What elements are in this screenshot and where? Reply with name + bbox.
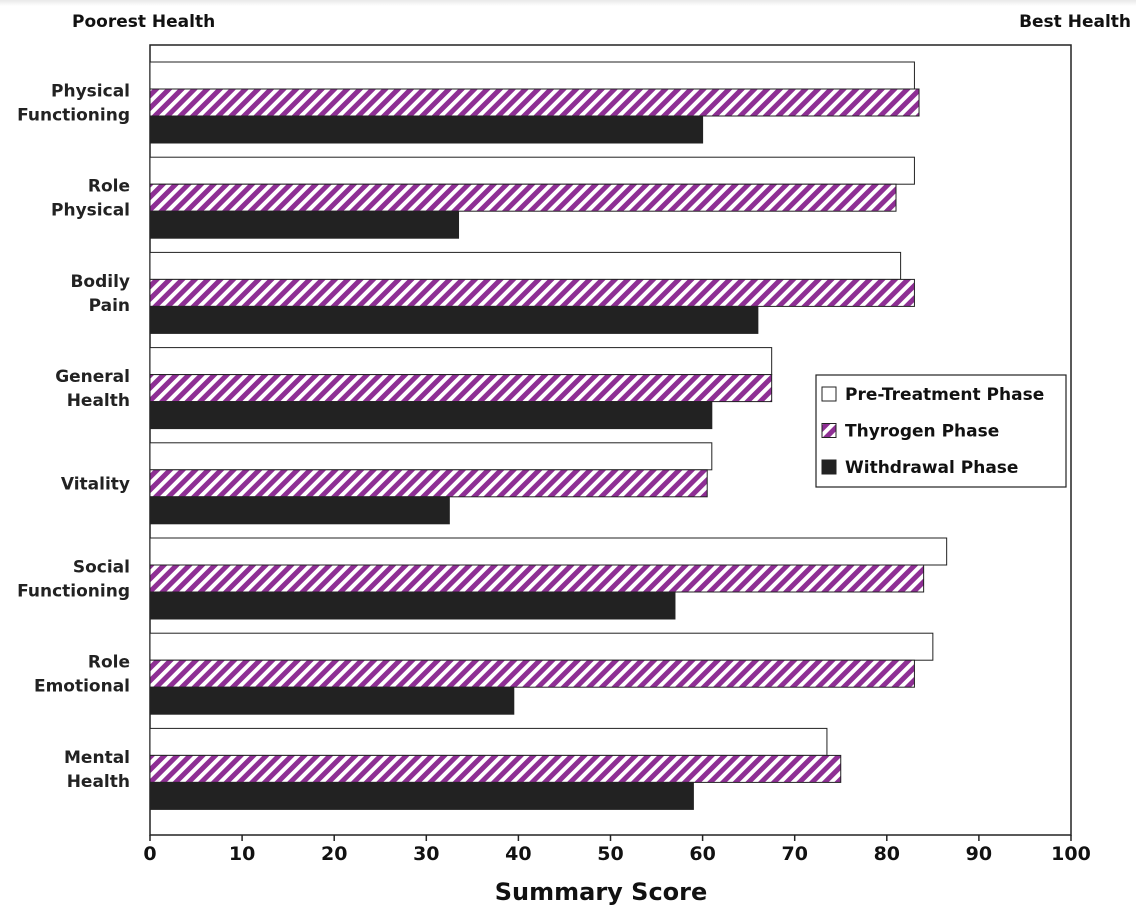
category-label: Health [67, 772, 130, 792]
bar [149, 537, 948, 566]
category-label: Social [73, 558, 130, 578]
bar [149, 781, 694, 810]
bar [149, 305, 759, 334]
x-tick-label: 20 [321, 843, 347, 865]
top-rule [0, 0, 1136, 6]
legend-swatch [821, 386, 837, 402]
bar [149, 210, 460, 239]
category-label: Role [88, 653, 130, 673]
bar [149, 156, 915, 185]
category-label: Role [88, 177, 130, 197]
category-label: Bodily [70, 272, 130, 292]
bar [149, 61, 915, 90]
bar [149, 347, 773, 376]
bar [149, 401, 713, 430]
legend-label: Thyrogen Phase [845, 422, 999, 442]
bar [149, 754, 842, 783]
category-label: Functioning [17, 582, 130, 602]
legend-label: Pre-Treatment Phase [845, 385, 1044, 405]
bar [149, 374, 773, 403]
bar [149, 564, 925, 593]
category-label: Health [67, 391, 130, 411]
bar [149, 496, 450, 525]
category-label: General [55, 367, 130, 387]
best-health-label: Best Health [1019, 12, 1131, 32]
x-tick-label: 40 [505, 843, 531, 865]
category-label: Vitality [61, 474, 130, 494]
bar [149, 442, 713, 471]
bar [149, 686, 515, 715]
category-label: Pain [89, 296, 130, 316]
legend-box [815, 374, 1067, 488]
x-tick-label: 80 [874, 843, 900, 865]
category-label: Functioning [17, 106, 130, 126]
category-label: Mental [64, 748, 130, 768]
bar [149, 659, 915, 688]
legend-swatch [821, 459, 837, 475]
bar [149, 591, 676, 620]
bar [149, 727, 828, 756]
category-label: Physical [51, 201, 130, 221]
legend-label: Withdrawal Phase [845, 458, 1018, 478]
x-tick-label: 10 [229, 843, 255, 865]
bar [149, 88, 920, 117]
x-tick-label: 100 [1051, 843, 1091, 865]
category-label: Physical [51, 82, 130, 102]
x-tick-label: 0 [143, 843, 156, 865]
bar [149, 183, 897, 212]
bar [149, 469, 708, 498]
x-axis-label: Summary Score [495, 878, 708, 906]
x-tick-label: 70 [781, 843, 807, 865]
legend: Pre-Treatment Phase Thyrogen Phase Withdra… [815, 374, 1067, 488]
bar [149, 115, 704, 144]
x-tick-label: 30 [413, 843, 439, 865]
category-label: Emotional [34, 677, 130, 697]
poorest-health-label: Poorest Health [72, 12, 216, 32]
legend-swatch [821, 423, 837, 438]
bar [149, 278, 915, 307]
x-tick-label: 90 [966, 843, 992, 865]
x-tick-label: 50 [597, 843, 623, 865]
bar [149, 251, 902, 280]
bar [149, 632, 934, 661]
x-tick-label: 60 [689, 843, 715, 865]
